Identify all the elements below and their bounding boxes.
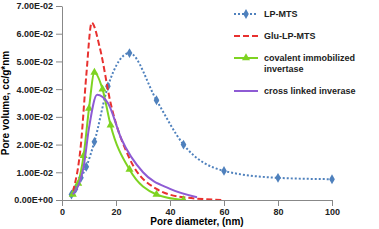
legend-marker (242, 53, 250, 60)
marker (154, 95, 160, 105)
legend-label: cross linked inverase (264, 86, 356, 96)
tick-mark (56, 200, 62, 201)
marker (125, 165, 133, 172)
tick: 4.00E-02 (16, 85, 62, 95)
legend-item: Glu-LP-MTS (234, 31, 316, 41)
tick-label: 3.00E-02 (16, 112, 53, 122)
tick-label: 4.00E-02 (16, 85, 53, 95)
tick: 0.00E+00 (14, 195, 62, 205)
chart: 0 20 40 60 80 100 0.00E+00 1.00E-02 2.00E-02 3.00… (0, 0, 379, 229)
tick-mark (56, 172, 62, 173)
marker (90, 68, 98, 75)
legend-item: LP-MTS (234, 9, 298, 19)
legend-label: covalent immobilizedinvertase (264, 53, 355, 74)
tick-mark (62, 200, 63, 206)
tick-mark (56, 61, 62, 62)
x-axis: 0 20 40 60 80 100 (60, 200, 340, 217)
tick-mark (56, 117, 62, 118)
tick-mark (278, 200, 279, 206)
marker (179, 195, 187, 200)
tick-mark (170, 200, 171, 206)
series-line (73, 95, 197, 198)
tick: 1.00E-02 (16, 168, 62, 178)
tick-label: 7.00E-02 (16, 1, 53, 11)
tick-label: 1.00E-02 (16, 168, 53, 178)
plot: 0 20 40 60 80 100 0.00E+00 1.00E-02 2.00E-02 3.00… (14, 1, 340, 217)
legend-item: covalent immobilizedinvertase (234, 53, 355, 74)
legend-label: LP-MTS (264, 9, 298, 19)
series-line (73, 23, 224, 200)
tick: 100 (325, 200, 340, 217)
tick-label: 2.00E-02 (16, 140, 53, 150)
axis-line (62, 7, 63, 201)
tick-label: 20 (111, 207, 121, 217)
series-line (71, 53, 332, 194)
marker (329, 174, 335, 184)
y-axis: 0.00E+00 1.00E-02 2.00E-02 3.00E-02 4.00E-02… (14, 1, 62, 205)
tick-mark (56, 6, 62, 7)
tick: 5.00E-02 (16, 57, 62, 67)
tick-label: 6.00E-02 (16, 29, 53, 39)
tick-mark (332, 200, 333, 206)
marker (221, 166, 227, 176)
tick-mark (56, 34, 62, 35)
tick-label: 100 (325, 207, 340, 217)
tick: 40 (165, 200, 175, 217)
tick-mark (56, 145, 62, 146)
tick: 3.00E-02 (16, 112, 62, 122)
x-axis-title: Pore diameter, (nm) (150, 216, 243, 227)
tick-label: 0 (60, 207, 65, 217)
tick-mark (116, 200, 117, 206)
tick-label: 5.00E-02 (16, 57, 53, 67)
legend-marker (243, 9, 249, 19)
marker (275, 173, 281, 183)
marker (107, 121, 115, 128)
marker (152, 190, 160, 197)
tick: 60 (219, 200, 229, 217)
marker (92, 137, 98, 147)
tick-mark (224, 200, 225, 206)
tick-label: 0.00E+00 (14, 195, 53, 205)
legend-swatch (234, 90, 258, 92)
tick: 20 (111, 200, 121, 217)
tick-label: 80 (273, 207, 283, 217)
series-area (69, 23, 335, 200)
legend-item: cross linked inverase (234, 86, 356, 96)
tick: 0 (60, 200, 65, 217)
tick: 6.00E-02 (16, 29, 62, 39)
tick: 80 (273, 200, 283, 217)
y-axis-title: Pore volume, cc/g*nm (0, 51, 11, 156)
marker (127, 48, 133, 58)
marker (98, 84, 106, 91)
tick: 2.00E-02 (16, 140, 62, 150)
legend: LP-MTS Glu-LP-MTS covalent immobilizedinve… (234, 9, 356, 96)
legend-label: Glu-LP-MTS (264, 31, 316, 41)
legend-swatch (234, 35, 258, 37)
series-line (73, 73, 184, 200)
axis-line (63, 200, 333, 201)
tick: 7.00E-02 (16, 1, 62, 11)
marker (181, 140, 187, 150)
tick-mark (56, 89, 62, 90)
